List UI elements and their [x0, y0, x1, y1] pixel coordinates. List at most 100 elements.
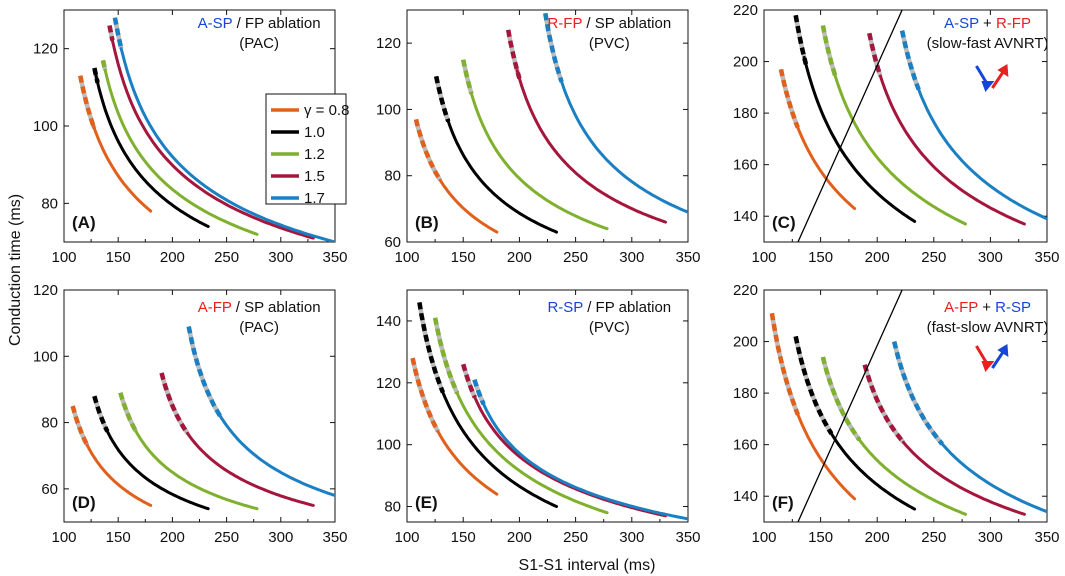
annotation-segment: (slow-fast AVNRT): [927, 35, 1049, 52]
series-dash-gamma-1.2: [432, 317, 460, 395]
series-dash-gamma-1.2: [820, 356, 862, 442]
y-tick-label: 60: [41, 481, 58, 498]
legend-label: 1.7: [304, 190, 325, 207]
series-dash-gamma-1.0: [433, 75, 451, 123]
x-tick-label: 250: [214, 529, 239, 546]
y-tick-label: 200: [733, 334, 758, 351]
series-dash-gamma-1.7: [899, 30, 921, 91]
y-tick-label: 80: [41, 415, 58, 432]
panel-e: 100 150 200 250 300 350 80 100 120 140 (E) R-SP / F…: [376, 289, 701, 546]
y-tick-label: 220: [733, 2, 758, 19]
x-axis-label: S1-S1 interval (ms): [519, 557, 656, 574]
series-line-gamma-1.5: [902, 440, 1026, 516]
series-dash-gamma-0.8: [78, 75, 97, 130]
x-tick-label: 250: [563, 249, 588, 266]
x-tick-label: 350: [322, 249, 347, 266]
diagonal-line: [797, 290, 903, 522]
series-dash-bg-gamma-1.7: [899, 30, 921, 91]
x-tick-label: 150: [808, 529, 833, 546]
y-tick-label: 160: [733, 157, 758, 174]
x-tick-label: 300: [978, 249, 1003, 266]
legend-box: [265, 93, 347, 205]
annotation-line: (PVC): [589, 35, 630, 52]
x-tick-label: 100: [751, 249, 776, 266]
annotation-segment: (PVC): [589, 35, 630, 52]
series-line-gamma-1.5: [110, 38, 315, 240]
x-tick-label: 250: [214, 249, 239, 266]
y-tick-label: 120: [33, 41, 58, 58]
x-tick-label: 250: [563, 529, 588, 546]
annotation-line: (PVC): [589, 319, 630, 336]
curves: [778, 10, 1047, 242]
series-dash-gamma-1.5: [867, 32, 883, 77]
x-tick-label: 150: [808, 249, 833, 266]
x-tick-label: 200: [160, 529, 185, 546]
y-tick-label: 180: [733, 105, 758, 122]
y-tick-label: 120: [376, 375, 401, 392]
y-tick-label: 100: [376, 437, 401, 454]
series-line-gamma-0.8: [796, 126, 857, 210]
series-dash-gamma-0.8: [769, 312, 800, 416]
y-tick-label: 120: [376, 35, 401, 52]
x-tick-label: 300: [978, 529, 1003, 546]
annotation-segment: +: [978, 299, 995, 316]
annotation-segment: R-SP: [995, 299, 1031, 316]
series-dash-gamma-0.8: [410, 357, 440, 433]
x-tick-label: 200: [507, 529, 532, 546]
series-line-gamma-1.2: [134, 429, 259, 511]
series-line-gamma-1.7: [218, 414, 335, 497]
x-tick-label: 100: [751, 529, 776, 546]
x-tick-label: 100: [51, 249, 76, 266]
series-dash-gamma-1.0: [793, 14, 809, 65]
x-tick-label: 100: [394, 529, 419, 546]
series-line-gamma-1.0: [446, 119, 558, 234]
panel-label: (F): [772, 493, 794, 512]
series-line-gamma-1.0: [104, 426, 210, 511]
series-dash-gamma-1.2: [820, 25, 838, 77]
series-dash-bg-gamma-1.7: [892, 341, 944, 446]
x-tick-label: 300: [619, 249, 644, 266]
y-tick-label: 100: [33, 118, 58, 135]
series-line-gamma-1.2: [469, 92, 609, 231]
annotation-line: R-SP / FP ablation: [547, 299, 671, 316]
panel-label: (B): [415, 213, 439, 232]
annotation-segment: R-SP: [547, 299, 583, 316]
series-dash-gamma-1.2: [118, 392, 138, 433]
series-dash-gamma-1.2: [460, 59, 474, 95]
series-line-gamma-1.7: [482, 402, 688, 521]
annotation-segment: / FP ablation: [583, 299, 671, 316]
series-line-gamma-1.2: [103, 68, 259, 236]
annotation-segment: (PAC): [239, 35, 279, 52]
series-line-gamma-0.8: [436, 429, 499, 496]
series-line-gamma-1.2: [858, 438, 967, 516]
y-tick-label: 120: [33, 282, 58, 299]
y-tick-label: 80: [41, 195, 58, 212]
series-dash-gamma-0.8: [70, 405, 90, 447]
x-tick-label: 150: [451, 529, 476, 546]
annotation-line: A-FP / SP ablation: [198, 299, 321, 316]
annotation-line: R-FP / SP ablation: [547, 15, 671, 32]
panel-d: 100 150 200 250 300 350 60 80 100 120 (D) A-FP / SP…: [33, 282, 348, 546]
y-tick-label: 80: [384, 168, 401, 185]
annotation-line: (fast-slow AVNRT): [927, 319, 1049, 336]
x-tick-label: 250: [921, 529, 946, 546]
x-tick-label: 350: [1034, 249, 1059, 266]
x-tick-label: 200: [507, 249, 532, 266]
curves: [413, 12, 688, 234]
series-line-gamma-1.7: [560, 80, 688, 214]
y-tick-label: 200: [733, 54, 758, 71]
x-tick-label: 100: [394, 249, 419, 266]
x-tick-label: 350: [675, 529, 700, 546]
series-dash-gamma-1.0: [417, 302, 445, 394]
series-line-gamma-1.2: [455, 391, 609, 515]
x-tick-label: 200: [865, 529, 890, 546]
annotation-line: A-FP + R-SP: [944, 299, 1031, 316]
series-line-gamma-1.0: [829, 432, 917, 511]
diagonal-line: [797, 10, 903, 242]
series-line-gamma-1.7: [119, 47, 335, 242]
y-tick-label: 140: [376, 313, 401, 330]
series-dash-gamma-1.5: [461, 363, 477, 399]
curves: [769, 290, 1047, 522]
x-tick-label: 200: [160, 249, 185, 266]
